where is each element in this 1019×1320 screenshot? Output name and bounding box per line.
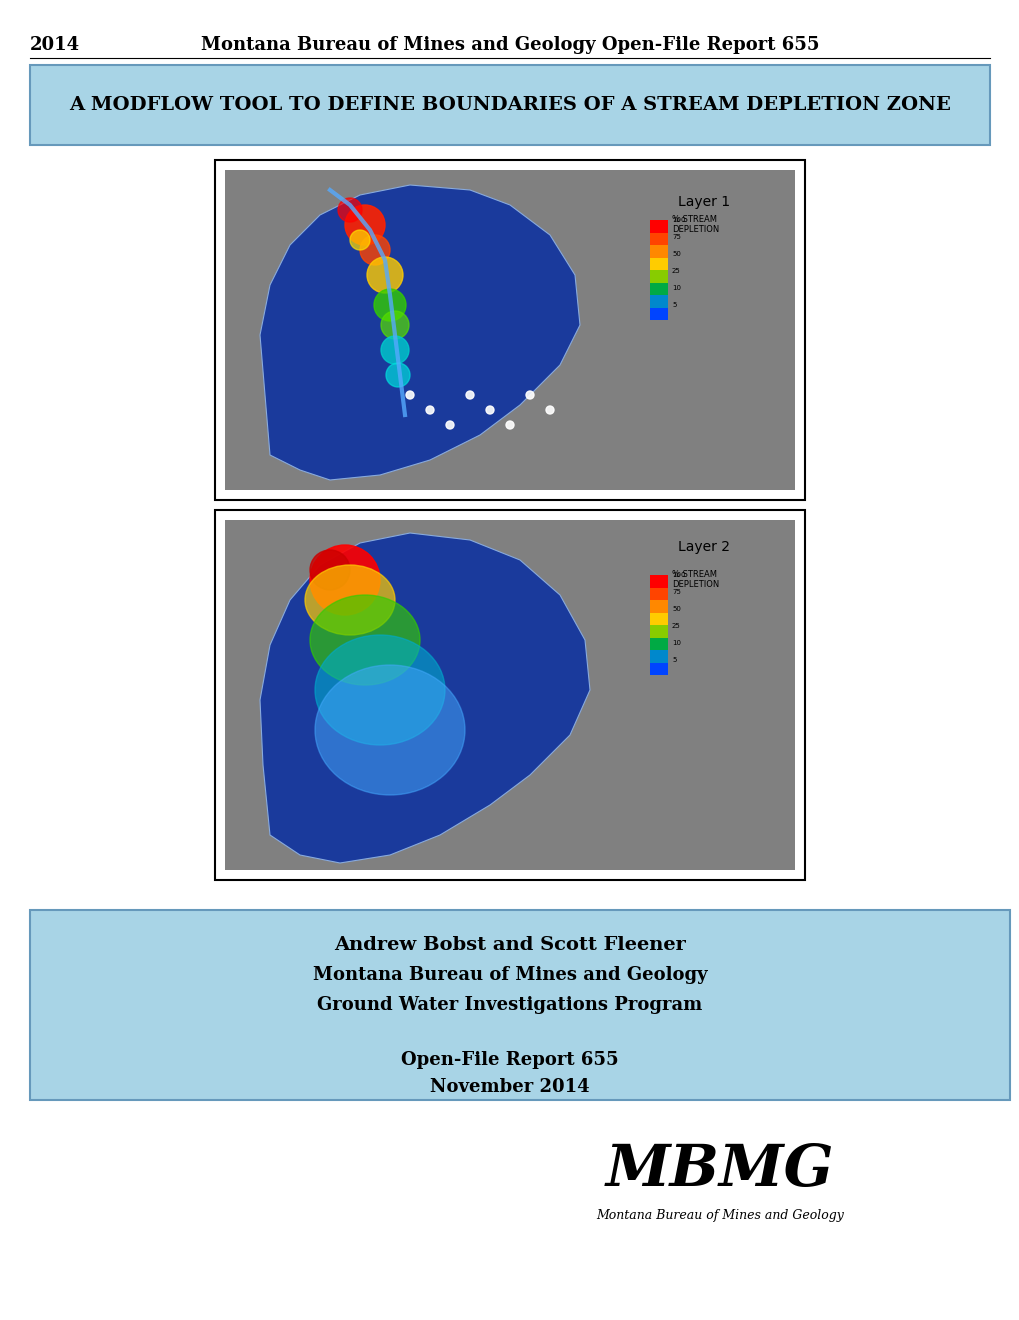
Bar xyxy=(649,220,667,232)
Text: 50: 50 xyxy=(672,606,681,612)
Bar xyxy=(649,663,667,675)
Polygon shape xyxy=(260,185,580,480)
Circle shape xyxy=(367,257,403,293)
Circle shape xyxy=(381,337,409,364)
Bar xyxy=(649,294,667,308)
Bar xyxy=(649,601,667,612)
Bar xyxy=(649,308,667,319)
Circle shape xyxy=(485,407,493,414)
Text: % STREAM
DEPLETION: % STREAM DEPLETION xyxy=(672,215,718,235)
Bar xyxy=(649,246,667,257)
Bar xyxy=(215,510,804,880)
Circle shape xyxy=(360,235,389,265)
Circle shape xyxy=(445,421,453,429)
Text: 10: 10 xyxy=(672,640,681,645)
Bar xyxy=(649,638,667,649)
Bar xyxy=(649,612,667,624)
Polygon shape xyxy=(260,533,589,863)
Bar xyxy=(649,624,667,638)
Circle shape xyxy=(374,289,406,321)
Text: 75: 75 xyxy=(672,234,681,240)
Ellipse shape xyxy=(315,665,465,795)
Circle shape xyxy=(406,391,414,399)
Circle shape xyxy=(337,198,362,222)
Text: 100: 100 xyxy=(672,572,685,578)
Circle shape xyxy=(545,407,553,414)
Circle shape xyxy=(310,550,350,590)
Circle shape xyxy=(310,545,380,615)
Text: Montana Bureau of Mines and Geology: Montana Bureau of Mines and Geology xyxy=(595,1209,843,1221)
Text: 25: 25 xyxy=(672,623,680,630)
Ellipse shape xyxy=(305,565,394,635)
Text: Layer 2: Layer 2 xyxy=(678,540,730,554)
Text: 10: 10 xyxy=(672,285,681,290)
Bar xyxy=(649,257,667,271)
Bar xyxy=(649,649,667,663)
Bar xyxy=(649,271,667,282)
Text: Ground Water Investigations Program: Ground Water Investigations Program xyxy=(317,997,702,1014)
Circle shape xyxy=(466,391,474,399)
Text: Open-File Report 655: Open-File Report 655 xyxy=(400,1051,619,1069)
Text: Montana Bureau of Mines and Geology: Montana Bureau of Mines and Geology xyxy=(313,966,706,983)
Text: 75: 75 xyxy=(672,589,681,595)
Text: MBMG: MBMG xyxy=(605,1142,834,1199)
Text: % STREAM
DEPLETION: % STREAM DEPLETION xyxy=(672,570,718,590)
Circle shape xyxy=(505,421,514,429)
Bar xyxy=(225,520,794,870)
Circle shape xyxy=(381,312,409,339)
Text: Andrew Bobst and Scott Fleener: Andrew Bobst and Scott Fleener xyxy=(334,936,685,954)
Circle shape xyxy=(385,363,410,387)
Text: Montana Bureau of Mines and Geology Open-File Report 655: Montana Bureau of Mines and Geology Open… xyxy=(201,36,818,54)
Text: A MODFLOW TOOL TO DEFINE BOUNDARIES OF A STREAM DEPLETION ZONE: A MODFLOW TOOL TO DEFINE BOUNDARIES OF A… xyxy=(69,96,950,114)
Bar xyxy=(649,232,667,246)
Ellipse shape xyxy=(310,595,420,685)
Text: 50: 50 xyxy=(672,251,681,257)
Text: November 2014: November 2014 xyxy=(430,1078,589,1096)
Text: 5: 5 xyxy=(672,657,676,663)
Text: 2014: 2014 xyxy=(30,36,81,54)
Circle shape xyxy=(526,391,534,399)
Circle shape xyxy=(350,230,370,249)
Text: 25: 25 xyxy=(672,268,680,275)
Bar xyxy=(649,282,667,294)
Bar xyxy=(649,576,667,587)
Circle shape xyxy=(426,407,433,414)
Ellipse shape xyxy=(315,635,444,744)
Bar xyxy=(225,170,794,490)
Text: Layer 1: Layer 1 xyxy=(678,195,730,209)
FancyBboxPatch shape xyxy=(30,65,989,145)
Bar xyxy=(649,587,667,601)
FancyBboxPatch shape xyxy=(30,909,1009,1100)
Text: 100: 100 xyxy=(672,216,685,223)
Text: 5: 5 xyxy=(672,302,676,308)
Circle shape xyxy=(344,205,384,246)
Bar xyxy=(215,160,804,500)
